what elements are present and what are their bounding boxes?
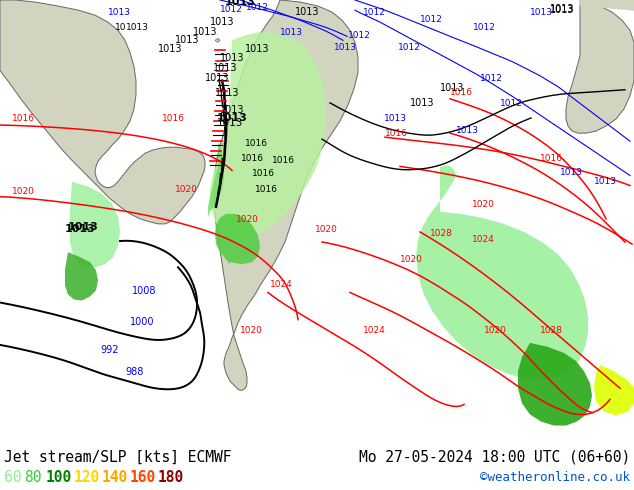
Text: 1020: 1020 xyxy=(400,255,423,264)
Text: 1013: 1013 xyxy=(220,105,245,115)
Text: 1013: 1013 xyxy=(410,98,434,108)
Polygon shape xyxy=(580,0,634,10)
Text: 1013: 1013 xyxy=(334,44,357,52)
Text: 1028: 1028 xyxy=(430,229,453,238)
Text: 1012: 1012 xyxy=(220,5,243,14)
Text: 1020: 1020 xyxy=(175,185,198,194)
Text: 140: 140 xyxy=(102,470,128,486)
Text: 1012: 1012 xyxy=(363,8,386,17)
Text: 1024: 1024 xyxy=(363,326,385,335)
Text: Mo 27-05-2024 18:00 UTC (06+60): Mo 27-05-2024 18:00 UTC (06+60) xyxy=(359,450,630,465)
Text: 1020: 1020 xyxy=(236,215,259,224)
Text: 1016: 1016 xyxy=(252,170,275,178)
Text: 1013: 1013 xyxy=(217,118,243,128)
Text: 1013: 1013 xyxy=(108,8,131,17)
Text: Jet stream/SLP [kts] ECMWF: Jet stream/SLP [kts] ECMWF xyxy=(4,450,231,465)
Text: 1013: 1013 xyxy=(384,114,407,123)
Polygon shape xyxy=(594,365,634,416)
Text: 1008: 1008 xyxy=(132,287,157,296)
Text: 1020: 1020 xyxy=(484,326,507,335)
Text: 1013: 1013 xyxy=(225,0,256,7)
Polygon shape xyxy=(0,0,205,224)
Text: 80: 80 xyxy=(24,470,41,486)
Text: 1012: 1012 xyxy=(473,23,496,32)
Text: 1013: 1013 xyxy=(193,27,217,37)
Text: 1016: 1016 xyxy=(12,114,35,123)
Text: 1013: 1013 xyxy=(210,17,235,27)
Text: ©weatheronline.co.uk: ©weatheronline.co.uk xyxy=(480,471,630,485)
Text: 1016: 1016 xyxy=(162,114,185,123)
Text: 1013: 1013 xyxy=(68,222,99,232)
Text: 1028: 1028 xyxy=(540,326,563,335)
Text: 1012: 1012 xyxy=(500,99,523,108)
Text: 1020: 1020 xyxy=(472,200,495,209)
Text: 1024: 1024 xyxy=(472,235,495,244)
Text: 1013: 1013 xyxy=(65,224,96,234)
Text: 1016: 1016 xyxy=(241,154,264,163)
Text: 60: 60 xyxy=(4,470,22,486)
Text: 1016: 1016 xyxy=(272,156,295,166)
Text: 1012: 1012 xyxy=(480,74,503,83)
Text: 1012: 1012 xyxy=(420,15,443,24)
Text: 120: 120 xyxy=(74,470,100,486)
Text: 1013: 1013 xyxy=(205,73,230,83)
Text: 1013: 1013 xyxy=(295,7,320,17)
Text: 1012: 1012 xyxy=(246,3,269,12)
Text: 1013: 1013 xyxy=(530,8,553,17)
Polygon shape xyxy=(518,343,592,426)
Polygon shape xyxy=(214,0,358,390)
Text: 1013: 1013 xyxy=(126,23,149,32)
Polygon shape xyxy=(215,38,220,42)
Text: 1012: 1012 xyxy=(348,31,371,40)
Text: 992: 992 xyxy=(100,345,119,355)
Text: 988: 988 xyxy=(125,367,143,377)
Text: 160: 160 xyxy=(130,470,156,486)
Text: 1020: 1020 xyxy=(240,326,263,335)
Polygon shape xyxy=(215,214,260,264)
Text: 1016: 1016 xyxy=(255,185,278,194)
Text: 1013: 1013 xyxy=(594,176,617,186)
Text: 1013: 1013 xyxy=(456,126,479,135)
Text: 100: 100 xyxy=(46,470,72,486)
Text: 1013: 1013 xyxy=(560,169,583,177)
Text: 1016: 1016 xyxy=(245,139,268,148)
Polygon shape xyxy=(65,252,98,300)
Polygon shape xyxy=(210,32,326,239)
Text: 1013: 1013 xyxy=(280,28,303,37)
Polygon shape xyxy=(566,0,634,133)
Text: 1000: 1000 xyxy=(130,317,155,327)
Text: 1013: 1013 xyxy=(158,45,183,54)
Polygon shape xyxy=(70,181,120,267)
Text: 1016: 1016 xyxy=(385,129,408,138)
Text: 1013: 1013 xyxy=(245,45,269,54)
Polygon shape xyxy=(208,141,224,217)
Text: 1013: 1013 xyxy=(213,63,238,73)
Text: 1013: 1013 xyxy=(217,113,248,123)
Text: 1020: 1020 xyxy=(315,225,338,234)
Text: 1013: 1013 xyxy=(220,52,245,63)
Text: 1024: 1024 xyxy=(270,280,293,290)
Text: 1013: 1013 xyxy=(550,5,574,15)
Text: 1013: 1013 xyxy=(175,35,200,46)
Text: 1013: 1013 xyxy=(440,83,465,93)
Text: 180: 180 xyxy=(158,470,184,486)
Text: 1016: 1016 xyxy=(540,154,563,163)
Text: 1013: 1013 xyxy=(215,88,240,98)
Text: 10: 10 xyxy=(115,23,127,32)
Text: 1013: 1013 xyxy=(550,4,574,14)
Polygon shape xyxy=(416,166,588,380)
Text: 1016: 1016 xyxy=(450,88,473,97)
Text: 1020: 1020 xyxy=(12,187,35,196)
Text: 1012: 1012 xyxy=(398,44,421,52)
